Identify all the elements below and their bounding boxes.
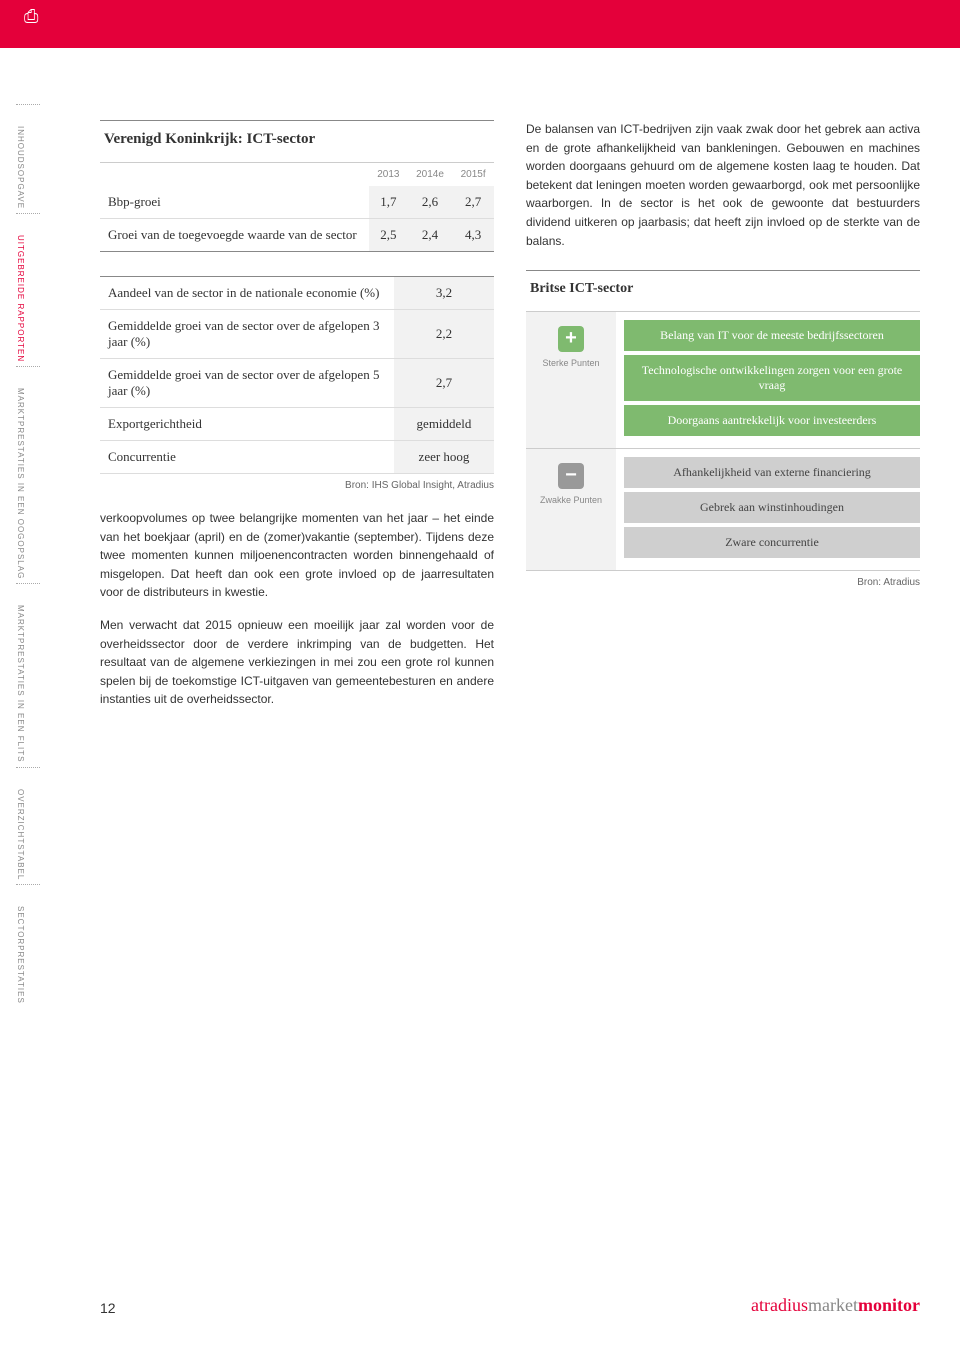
table-cell-value: 2,2 [394,310,494,359]
left-column: Verenigd Koninkrijk: ICT-sector 2013 201… [100,120,494,723]
right-para: De balansen van ICT-bedrijven zijn vaak … [526,120,920,250]
table-row: Concurrentiezeer hoog [100,441,494,474]
table-cell-label: Gemiddelde groei van de sector over de a… [100,310,394,359]
table1-h2: 2014e [408,163,453,186]
table-row: Exportgerichtheidgemiddeld [100,408,494,441]
swot-source: Bron: Atradius [526,571,920,594]
swot-weak-items: Afhankelijkheid van externe financiering… [616,449,920,570]
table-cell-label: Groei van de toegevoegde waarde van de s… [100,219,369,252]
brand-b: market [808,1295,858,1315]
table-cell-value: 3,2 [394,277,494,310]
table-cell-label: Bbp-groei [100,186,369,219]
table-cell-value: 2,5 [369,219,408,252]
table-row: Gemiddelde groei van de sector over de a… [100,310,494,359]
right-column: De balansen van ICT-bedrijven zijn vaak … [526,120,920,723]
table1-h0 [100,163,369,186]
table-cell-value: 1,7 [369,186,408,219]
swot-weak-item: Gebrek aan winstinhoudingen [624,492,920,523]
side-nav-item[interactable]: OVERZICHTSTABEL [16,783,25,880]
swot-weak-item: Afhankelijkheid van externe financiering [624,457,920,488]
header-bar: ⎙ [0,0,960,48]
table-cell-label: Concurrentie [100,441,394,474]
table1-h3: 2015f [452,163,494,186]
footer-brand: atradiusmarketmonitor [751,1295,920,1316]
table-cell-value: gemiddeld [394,408,494,441]
swot-strong-item: Doorgaans aantrekkelijk voor investeerde… [624,405,920,436]
side-nav-item[interactable]: SECTORPRESTATIES [16,900,25,1004]
table-row: Aandeel van de sector in de nationale ec… [100,277,494,310]
table1: 2013 2014e 2015f Bbp-groei1,72,62,7Groei… [100,163,494,252]
print-icon[interactable]: ⎙ [24,6,38,27]
swot-strong-label: Sterke Punten [542,358,599,368]
table-cell-label: Gemiddelde groei van de sector over de a… [100,359,394,408]
table-cell-value: 4,3 [452,219,494,252]
swot-weak-section: − Zwakke Punten Afhankelijkheid van exte… [526,449,920,571]
swot-weak-label-area: − Zwakke Punten [526,449,616,570]
swot-strong-items: Belang van IT voor de meeste bedrijfssec… [616,312,920,448]
table-cell-value: zeer hoog [394,441,494,474]
page-number: 12 [100,1300,116,1316]
swot-strong-section: + Sterke Punten Belang van IT voor de me… [526,312,920,449]
plus-icon: + [558,326,584,352]
ict-table-block: Verenigd Koninkrijk: ICT-sector 2013 201… [100,120,494,252]
side-nav-item[interactable]: MARKTPRESTATIES IN EEN OOGOPSLAG [16,382,25,579]
table1-h1: 2013 [369,163,408,186]
right-para-text: De balansen van ICT-bedrijven zijn vaak … [526,120,920,250]
swot-strong-item: Belang van IT voor de meeste bedrijfssec… [624,320,920,351]
table-cell-value: 2,4 [408,219,453,252]
table1-title: Verenigd Koninkrijk: ICT-sector [100,121,494,163]
body-text: verkoopvolumes op twee belangrijke momen… [100,509,494,709]
swot-block: Britse ICT-sector + Sterke Punten Belang… [526,270,920,594]
brand-a: atradius [751,1295,808,1315]
table-cell-value: 2,7 [394,359,494,408]
side-nav-item[interactable]: UITGEBREIDE RAPPORTEN [16,229,25,362]
body-p1: verkoopvolumes op twee belangrijke momen… [100,509,494,602]
side-nav-item[interactable]: INHOUDSOPGAVE [16,120,25,209]
table-row: Groei van de toegevoegde waarde van de s… [100,219,494,252]
swot-title: Britse ICT-sector [526,271,920,312]
minus-icon: − [558,463,584,489]
side-nav-item[interactable]: MARKTPRESTATIES IN EEN FLITS [16,599,25,763]
table2: Aandeel van de sector in de nationale ec… [100,276,494,474]
table-row: Gemiddelde groei van de sector over de a… [100,359,494,408]
table-row: Bbp-groei1,72,62,7 [100,186,494,219]
table-cell-label: Exportgerichtheid [100,408,394,441]
swot-weak-item: Zware concurrentie [624,527,920,558]
table-cell-value: 2,6 [408,186,453,219]
swot-strong-label-area: + Sterke Punten [526,312,616,448]
brand-c: monitor [858,1295,920,1315]
table-cell-label: Aandeel van de sector in de nationale ec… [100,277,394,310]
table-cell-value: 2,7 [452,186,494,219]
table2-source: Bron: IHS Global Insight, Atradius [100,474,494,509]
body-p2: Men verwacht dat 2015 opnieuw een moeili… [100,616,494,709]
page-content: Verenigd Koninkrijk: ICT-sector 2013 201… [100,120,920,723]
side-navigation: INHOUDSOPGAVE UITGEBREIDE RAPPORTEN MARKTP… [16,120,56,1024]
swot-weak-label: Zwakke Punten [540,495,602,505]
swot-strong-item: Technologische ontwikkelingen zorgen voo… [624,355,920,401]
